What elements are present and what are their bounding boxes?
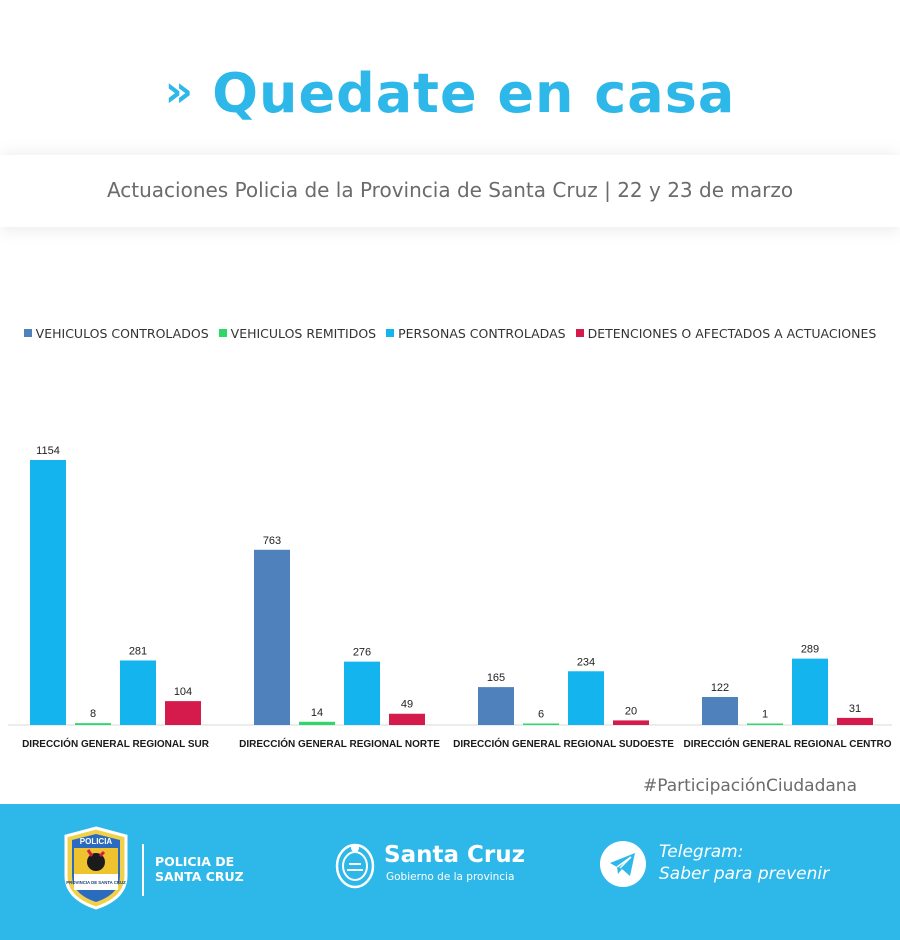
data-label: 1154 <box>36 445 60 457</box>
bar <box>747 723 783 725</box>
telegram-label: Telegram: <box>659 842 744 862</box>
data-label: 104 <box>174 686 192 698</box>
police-label-line2: SANTA CRUZ <box>155 869 244 884</box>
bar <box>702 696 738 725</box>
police-label-line1: POLICIA DE <box>155 854 235 869</box>
bar <box>120 660 156 725</box>
category-label: DIRECCIÓN GENERAL REGIONAL CENTRO <box>684 737 892 750</box>
data-label: 31 <box>849 703 861 715</box>
bar <box>165 701 201 725</box>
bar <box>75 723 111 725</box>
bar <box>299 721 335 725</box>
bar <box>568 671 604 725</box>
badge-bottom-text: PROVINCIA DE SANTA CRUZ <box>66 880 126 885</box>
legend-swatch <box>23 329 32 337</box>
bar-chart: 1154 8 281 104 DIRECCIÓN GENERAL REGIONAL SU… <box>8 445 892 750</box>
data-label: 276 <box>353 647 371 659</box>
data-label: 20 <box>625 705 637 717</box>
badge-top-text: POLICIA <box>80 837 113 846</box>
police-label: POLICIA DE SANTA CRUZ <box>155 854 244 884</box>
data-label: 49 <box>401 699 413 711</box>
data-label: 234 <box>577 656 595 668</box>
data-label: 1 <box>762 709 768 721</box>
province-seal-icon <box>335 843 375 889</box>
data-label: 165 <box>487 672 505 684</box>
bar <box>837 717 873 725</box>
data-label: 763 <box>263 535 281 547</box>
category-label: DIRECCIÓN GENERAL REGIONAL NORTE <box>239 737 440 750</box>
bar <box>254 549 290 725</box>
category-label: DIRECCIÓN GENERAL REGIONAL SUR <box>22 737 210 750</box>
bar <box>613 720 649 725</box>
legend-item: PERSONAS CONTROLADAS <box>386 325 566 341</box>
telegram-icon[interactable] <box>599 840 647 888</box>
santa-cruz-title: Santa Cruz <box>384 842 525 868</box>
bar <box>792 658 828 725</box>
chevron-right-icon: » <box>164 65 195 117</box>
data-label: 14 <box>311 707 323 719</box>
subtitle-band: Actuaciones Policia de la Provincia de S… <box>0 155 900 227</box>
legend-swatch <box>575 329 584 337</box>
legend-swatch <box>218 329 227 337</box>
legend-label: VEHICULOS CONTROLADOS <box>35 325 209 341</box>
hashtag: #ParticipaciónCiudadana <box>642 776 857 796</box>
category-label: DIRECCIÓN GENERAL REGIONAL SUDOESTE <box>453 737 674 750</box>
data-label: 8 <box>90 708 96 720</box>
legend-item: VEHICULOS CONTROLADOS <box>23 325 209 341</box>
chart-legend: VEHICULOS CONTROLADOS VEHICULOS REMITIDOS… <box>0 323 900 343</box>
santa-cruz-subtitle: Gobierno de la provincia <box>386 871 515 883</box>
legend-label: PERSONAS CONTROLADAS <box>398 325 566 341</box>
data-label: 289 <box>801 644 819 656</box>
telegram-tagline: Saber para prevenir <box>659 864 830 884</box>
data-label: 122 <box>711 682 729 694</box>
bar <box>523 723 559 725</box>
bar <box>30 460 66 725</box>
police-badge-icon: POLICIA PROVINCIA DE SANTA CRUZ <box>64 826 128 910</box>
bar <box>389 713 425 725</box>
legend-item: VEHICULOS REMITIDOS <box>218 325 377 341</box>
bar <box>344 661 380 725</box>
data-label: 281 <box>129 645 147 657</box>
headline-text: Quedate en casa <box>212 61 736 125</box>
footer-band: POLICIA PROVINCIA DE SANTA CRUZ POLICIA … <box>0 804 900 940</box>
footer-divider <box>142 844 144 896</box>
legend-item: DETENCIONES O AFECTADOS A ACTUACIONES <box>575 325 877 341</box>
legend-label: DETENCIONES O AFECTADOS A ACTUACIONES <box>587 325 877 341</box>
chart-subtitle: Actuaciones Policia de la Provincia de S… <box>106 178 794 202</box>
data-label: 6 <box>538 709 544 721</box>
bar <box>478 687 514 725</box>
legend-label: VEHICULOS REMITIDOS <box>230 325 377 341</box>
legend-swatch <box>386 329 395 337</box>
headline: » Quedate en casa <box>0 58 900 128</box>
